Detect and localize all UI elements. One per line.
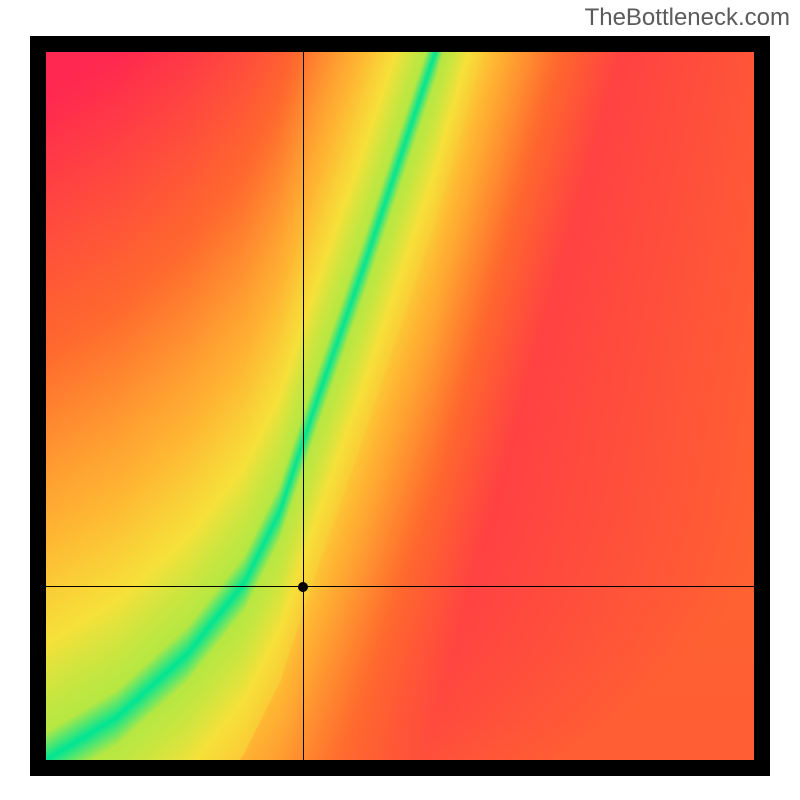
crosshair-vertical: [303, 52, 304, 760]
heatmap-canvas: [46, 52, 754, 760]
watermark-text: TheBottleneck.com: [585, 4, 790, 32]
crosshair-marker: [298, 582, 308, 592]
crosshair-horizontal: [46, 586, 754, 587]
